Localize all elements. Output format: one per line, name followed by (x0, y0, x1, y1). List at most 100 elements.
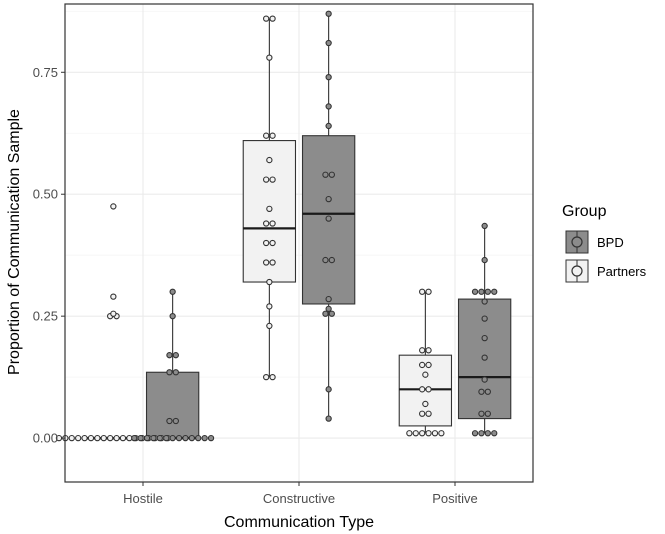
data-point-bpd (175, 434, 183, 442)
legend-label-bpd: BPD (597, 235, 624, 250)
data-point-partners (438, 430, 445, 437)
data-point-partners (422, 371, 429, 378)
data-point-bpd (325, 103, 332, 110)
data-point-partners (107, 434, 114, 442)
data-point-partners (406, 430, 413, 437)
data-point-bpd (172, 369, 179, 376)
data-point-partners (419, 410, 426, 417)
data-point-bpd (491, 430, 498, 437)
data-point-bpd (325, 122, 332, 130)
data-point-bpd (328, 310, 335, 317)
data-point-partners (422, 400, 429, 408)
data-point-bpd (325, 74, 332, 81)
box-partners-constructive (242, 18, 297, 378)
data-point-partners (269, 373, 276, 381)
data-point-partners (110, 310, 117, 317)
data-point-bpd (325, 386, 332, 393)
data-point-bpd (478, 288, 485, 295)
data-point-partners (81, 434, 88, 442)
data-point-partners (425, 386, 432, 393)
data-points (55, 10, 498, 442)
data-point-partners (263, 15, 270, 22)
x-tick-label-positive: Positive (432, 491, 478, 506)
data-point-partners (68, 434, 75, 442)
data-point-bpd (481, 354, 488, 361)
data-point-partners (269, 176, 276, 183)
data-point-bpd (143, 434, 151, 442)
data-point-bpd (188, 434, 195, 442)
data-point-partners (419, 386, 426, 393)
data-point-partners (269, 15, 276, 22)
data-point-bpd (328, 256, 335, 264)
data-point-bpd (478, 388, 485, 395)
data-point-partners (263, 373, 270, 381)
data-point-partners (269, 259, 276, 266)
data-point-bpd (131, 434, 138, 442)
data-point-partners (266, 322, 273, 330)
data-point-partners (269, 220, 276, 227)
data-point-partners (110, 293, 117, 300)
data-point-partners (269, 239, 276, 247)
data-point-bpd (322, 256, 329, 264)
data-point-partners (94, 434, 101, 442)
data-point-partners (269, 132, 276, 139)
legend-item-partners: Partners (565, 259, 647, 283)
y-tick-label: 0.25 (33, 309, 58, 324)
data-point-partners (431, 430, 439, 437)
y-tick-label: 0.75 (33, 65, 58, 80)
data-point-bpd (166, 369, 173, 376)
data-point-bpd (491, 288, 498, 295)
data-point-partners (425, 288, 432, 295)
data-point-bpd (325, 415, 332, 422)
data-point-bpd (325, 195, 332, 203)
data-point-bpd (195, 434, 202, 442)
data-point-partners (412, 430, 419, 437)
data-point-bpd (481, 315, 488, 322)
data-point-partners (425, 430, 432, 437)
data-point-partners (266, 303, 273, 310)
data-point-bpd (478, 430, 485, 437)
data-point-partners (425, 410, 432, 417)
data-point-partners (100, 434, 107, 442)
data-point-partners (263, 176, 270, 183)
data-point-bpd (325, 215, 332, 222)
data-point-partners (113, 434, 120, 442)
x-tick-label-constructive: Constructive (263, 491, 335, 506)
box-bpd-hostile (145, 291, 200, 440)
data-point-bpd (156, 434, 163, 442)
data-point-bpd (478, 410, 485, 417)
data-point-bpd (484, 410, 491, 417)
data-point-bpd (328, 171, 335, 178)
data-point-bpd (481, 256, 488, 264)
data-point-partners (419, 361, 426, 369)
data-point-bpd (481, 334, 488, 342)
data-point-partners (263, 132, 270, 139)
data-point-bpd (481, 298, 488, 305)
data-point-bpd (322, 171, 329, 178)
x-tick-label-hostile: Hostile (123, 491, 163, 506)
box-iqr (145, 371, 200, 439)
data-point-bpd (172, 352, 179, 359)
x-axis-ticks: Hostile Constructive Positive (123, 482, 478, 506)
y-tick-label: 0.00 (33, 431, 58, 446)
data-point-bpd (471, 430, 479, 437)
data-point-partners (425, 347, 432, 354)
data-point-partners (87, 434, 95, 442)
legend: Group BPD Partners (562, 203, 647, 283)
data-point-partners (419, 347, 426, 354)
data-point-bpd (207, 434, 215, 442)
data-point-bpd (471, 288, 479, 295)
data-point-partners (263, 259, 270, 266)
data-point-partners (263, 239, 270, 247)
box-iqr (398, 354, 453, 427)
gridlines (65, 4, 533, 482)
data-point-bpd (137, 434, 144, 442)
legend-label-partners: Partners (597, 264, 647, 279)
data-point-bpd (484, 388, 491, 395)
data-point-bpd (325, 10, 332, 17)
data-point-bpd (322, 310, 329, 317)
data-point-bpd (169, 313, 176, 320)
legend-key-dot (571, 236, 583, 248)
data-point-bpd (172, 417, 179, 425)
